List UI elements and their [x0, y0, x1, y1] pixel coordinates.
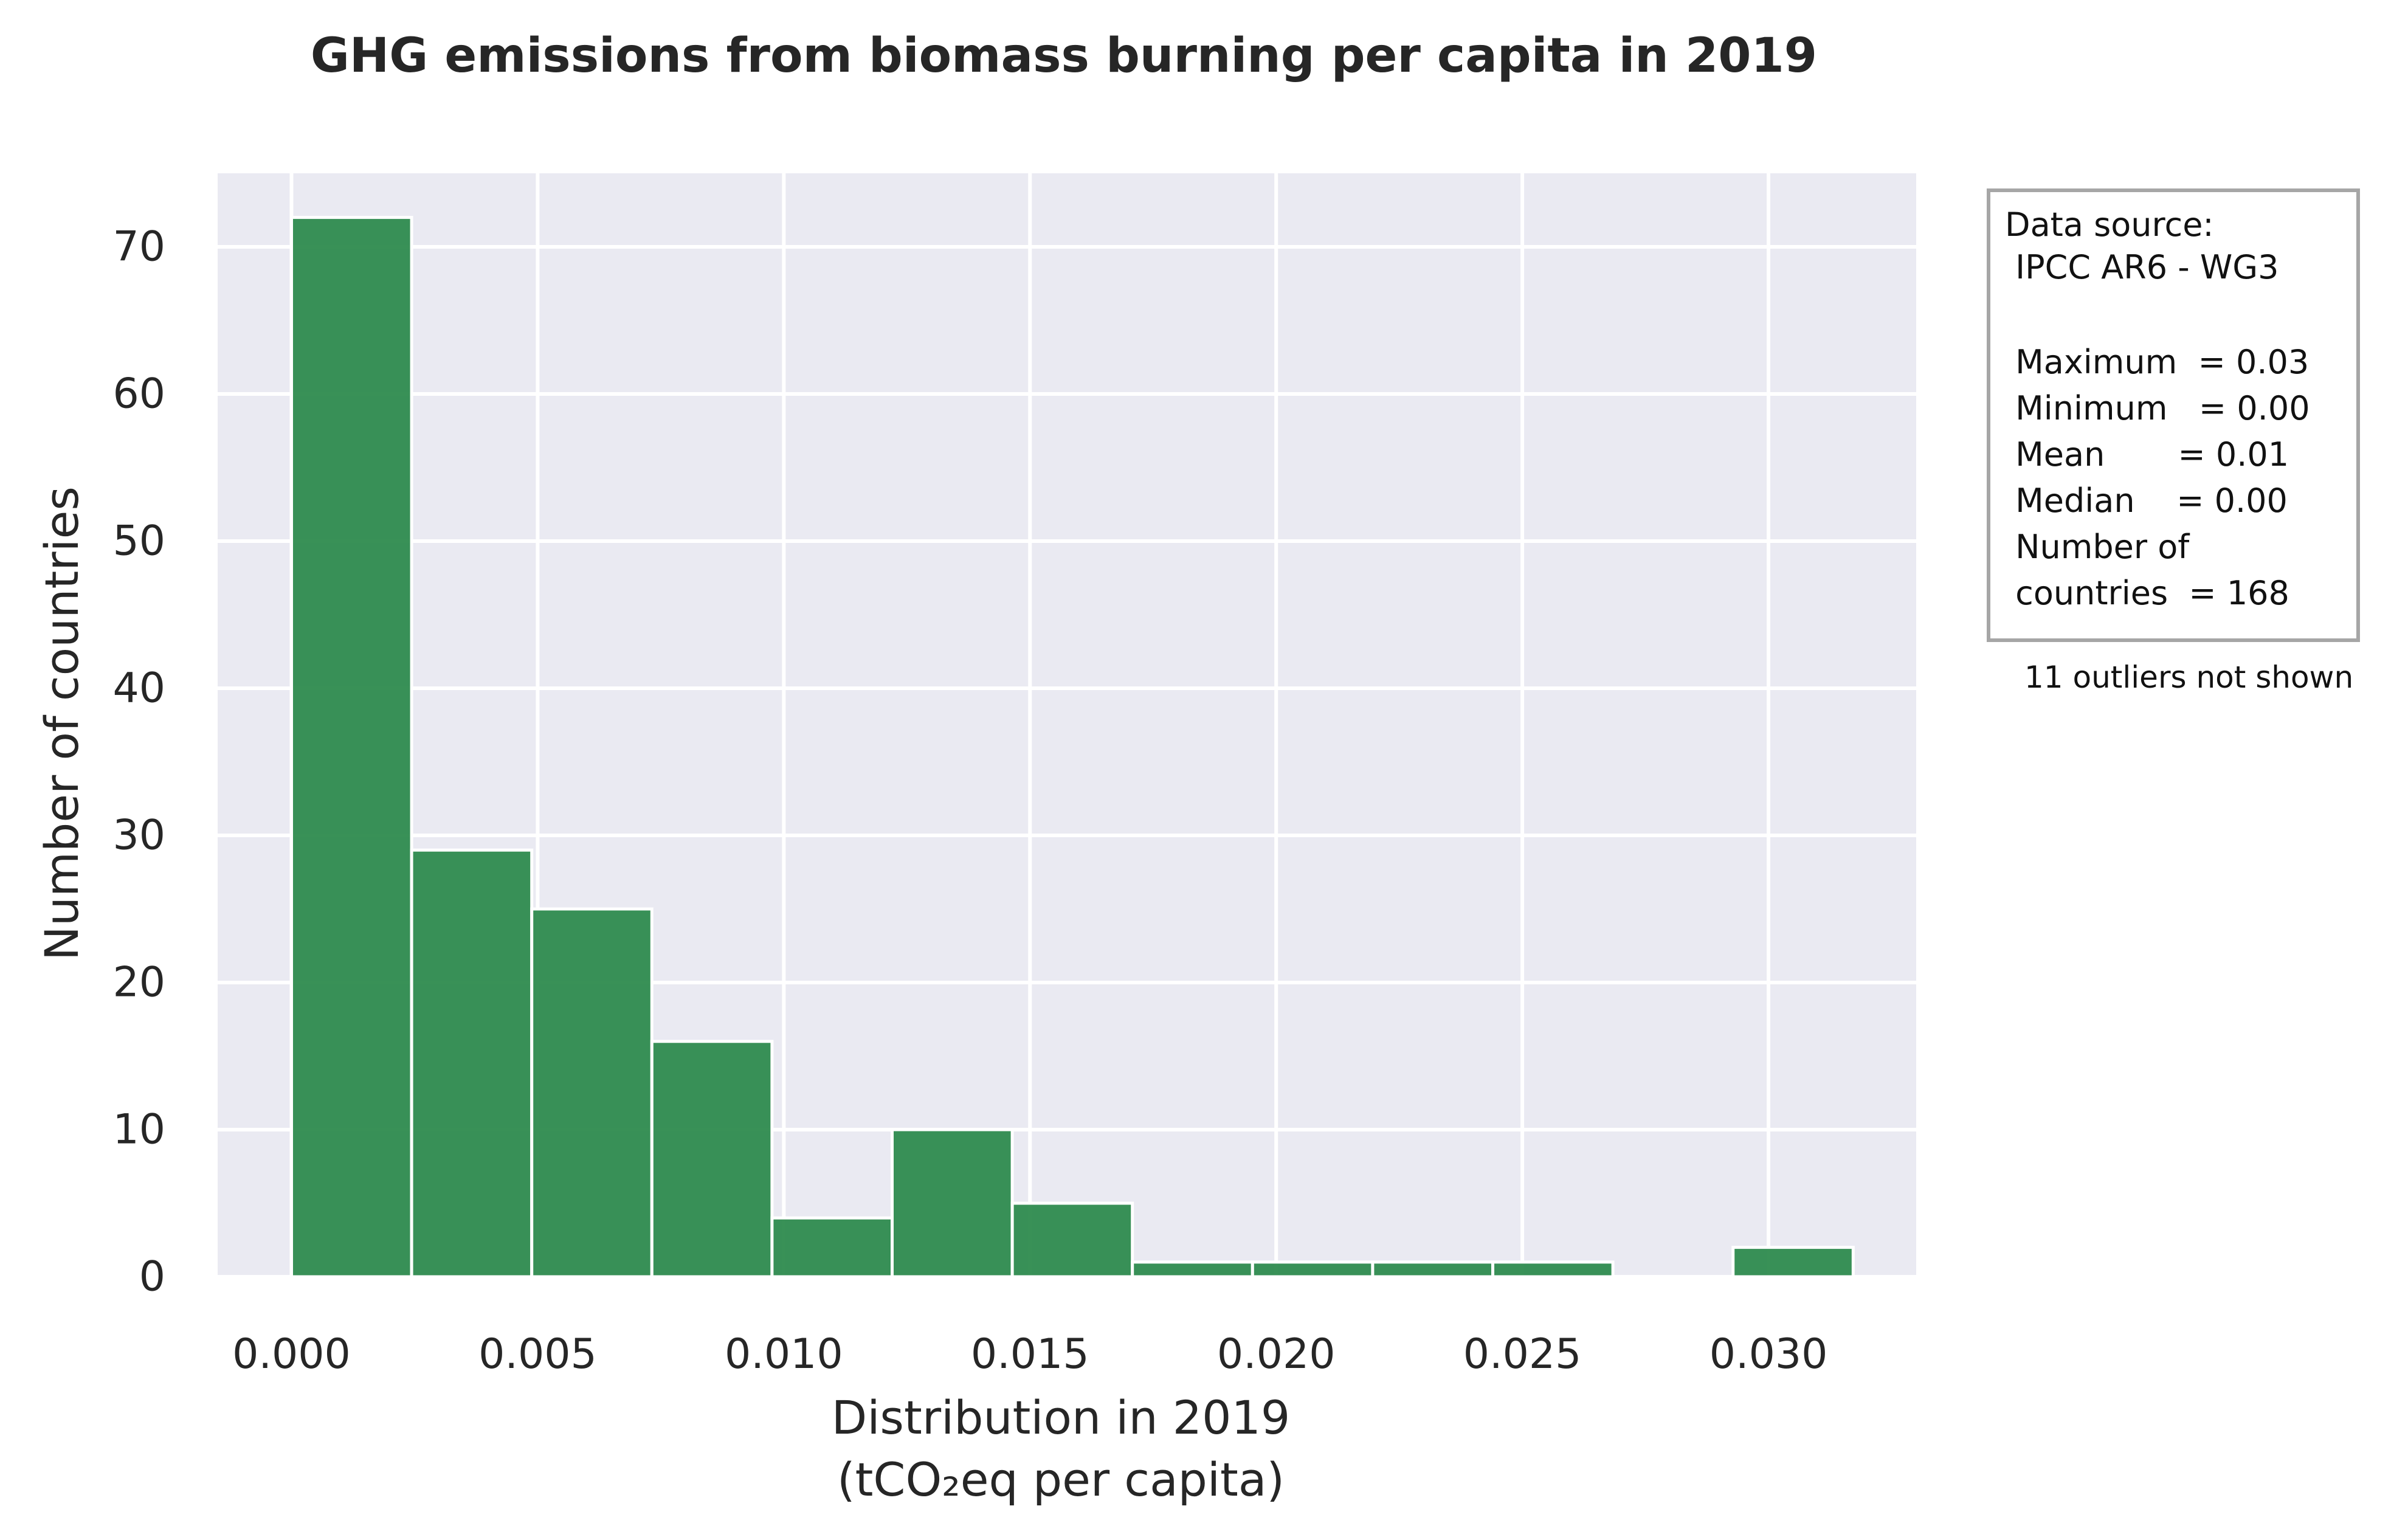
x-tick-label-2: 0.010 — [725, 1330, 843, 1378]
x-tick-label-4: 0.020 — [1217, 1330, 1336, 1378]
histogram-bar-3 — [650, 1040, 774, 1279]
x-axis-label-line1: Distribution in 2019 — [832, 1390, 1290, 1445]
x-axis-label-line2: (tCO₂eq per capita) — [837, 1452, 1285, 1507]
y-tick-label-1: 10 — [112, 1106, 165, 1154]
stat-mean: Mean = 0.01 — [2005, 435, 2289, 474]
y-tick-label-7: 70 — [112, 223, 165, 271]
y-tick-label-5: 50 — [112, 517, 165, 565]
x-tick-label-1: 0.005 — [478, 1330, 597, 1378]
histogram-bar-5 — [891, 1128, 1014, 1279]
histogram-bar-1 — [410, 848, 534, 1279]
x-tick-label-5: 0.025 — [1463, 1330, 1582, 1378]
histogram-bar-6 — [1010, 1201, 1134, 1279]
y-tick-label-6: 60 — [112, 370, 165, 418]
x-tick-labels: 0.000 0.005 0.010 0.015 0.020 0.025 0.030 — [232, 1330, 1827, 1378]
stat-count-value: countries = 168 — [2005, 574, 2289, 612]
histogram-bar-12 — [1731, 1246, 1855, 1279]
y-axis-label: Number of countries — [35, 486, 89, 961]
outlier-note: 11 outliers not shown — [2024, 660, 2354, 695]
histogram-bar-9 — [1371, 1260, 1495, 1279]
y-tick-label-0: 0 — [139, 1253, 165, 1301]
histogram-bars — [289, 216, 1855, 1279]
y-tick-labels: 0 10 20 30 40 50 60 70 — [112, 223, 165, 1301]
stat-count-label: Number of — [2005, 528, 2190, 566]
histogram-bar-7 — [1131, 1260, 1254, 1279]
histogram-bar-2 — [530, 907, 654, 1279]
data-source-value: IPCC AR6 - WG3 — [2005, 248, 2279, 286]
x-tick-label-6: 0.030 — [1709, 1330, 1828, 1378]
histogram-bar-0 — [289, 216, 413, 1279]
stat-median: Median = 0.00 — [2005, 482, 2288, 520]
data-source-label: Data source: — [2005, 206, 2214, 244]
histogram-bar-4 — [770, 1216, 894, 1279]
y-tick-label-2: 20 — [112, 959, 165, 1007]
statistics-box: Data source: IPCC AR6 - WG3 Maximum = 0.… — [1987, 188, 2360, 642]
histogram-bar-8 — [1251, 1260, 1375, 1279]
x-tick-label-0: 0.000 — [232, 1330, 351, 1378]
chart-title: GHG emissions from biomass burning per c… — [311, 29, 1817, 83]
histogram-bar-10 — [1491, 1260, 1615, 1279]
stat-minimum: Minimum = 0.00 — [2005, 389, 2310, 427]
y-tick-label-3: 30 — [112, 812, 165, 860]
stat-maximum: Maximum = 0.03 — [2005, 343, 2310, 381]
x-tick-label-3: 0.015 — [971, 1330, 1089, 1378]
y-tick-label-4: 40 — [112, 665, 165, 713]
